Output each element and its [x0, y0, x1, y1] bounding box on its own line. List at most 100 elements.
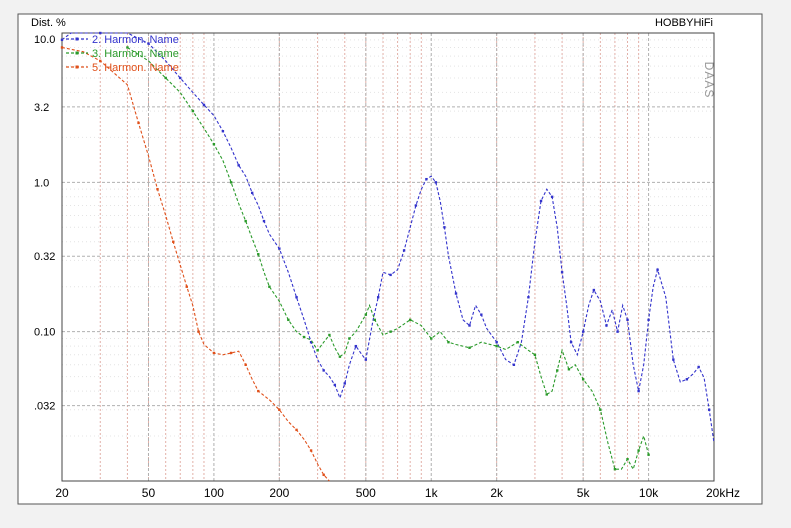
series-point	[454, 292, 458, 295]
series-point	[545, 393, 548, 396]
series-point	[516, 341, 519, 344]
series-point	[287, 318, 290, 322]
x-tick-label: 5k	[577, 486, 591, 500]
series-point	[707, 408, 711, 411]
series-point	[495, 344, 498, 348]
series-point	[402, 249, 406, 252]
x-tick-label: 2k	[490, 486, 504, 500]
series-point	[257, 389, 260, 393]
chart-panel	[17, 13, 763, 505]
watermark: DAAS	[702, 62, 716, 99]
series-point	[599, 408, 602, 411]
series-point	[229, 351, 233, 355]
x-tick-label: 20	[55, 486, 69, 500]
series-point	[616, 330, 619, 333]
series-point	[581, 330, 585, 333]
series-point	[278, 408, 281, 411]
series-point	[348, 337, 351, 340]
series-point	[179, 76, 182, 80]
legend-marker	[75, 51, 79, 55]
series-point	[202, 103, 206, 107]
y-tick-label: .032	[34, 401, 55, 413]
y-tick-label: 3.2	[34, 102, 49, 114]
series-point	[364, 358, 368, 361]
x-tick-label: 100	[204, 486, 224, 500]
y-tick-label: 0.10	[34, 327, 55, 339]
series-point	[605, 324, 608, 327]
series-lines	[60, 31, 715, 482]
x-tick-labels: 20 50 100 200 500 1k 2k 5k 10k 20kHz	[55, 486, 740, 500]
series-point	[244, 219, 247, 223]
series-point	[237, 164, 240, 167]
series-point	[221, 129, 225, 133]
legend-marker	[75, 65, 79, 69]
y-axis-label: Dist. %	[31, 17, 66, 29]
series-point	[533, 353, 537, 356]
series-point	[468, 324, 471, 327]
legend-label: 5. Harmon. Name	[92, 62, 179, 74]
series-point	[126, 46, 129, 49]
plot-border	[61, 32, 715, 482]
y-tick-label: 10.0	[34, 34, 55, 46]
series-point	[569, 341, 573, 344]
minor-gridlines	[62, 33, 714, 481]
series-point	[592, 288, 596, 292]
series-point	[468, 346, 471, 349]
series-point	[364, 313, 368, 316]
series-point	[434, 181, 438, 184]
series-point	[389, 330, 392, 333]
series-point	[697, 365, 700, 369]
series-point	[262, 219, 266, 223]
series-point	[550, 195, 554, 199]
series-point	[250, 191, 254, 195]
series-point	[328, 333, 331, 337]
series-point	[373, 318, 377, 322]
series-point	[512, 363, 516, 366]
series-point	[480, 313, 483, 316]
series-point	[447, 341, 450, 344]
legend: 2. Harmon. Name 3. Harmon. Name 5. Harmon.…	[66, 34, 179, 74]
y-tick-label: 1.0	[34, 177, 49, 189]
series-point	[626, 318, 629, 322]
series-point	[302, 335, 306, 339]
series-point	[257, 253, 260, 256]
series-point	[539, 199, 543, 203]
y-tick-label: 0.32	[34, 251, 55, 263]
x-tick-label: 50	[142, 486, 156, 500]
series-point	[647, 318, 650, 322]
y-tick-labels: 10.0 3.2 1.0 0.32 0.10 .032	[34, 34, 55, 413]
x-tick-label: 200	[269, 486, 289, 500]
series-point	[164, 76, 167, 80]
legend-marker	[75, 37, 79, 41]
series-point	[137, 121, 140, 125]
series-point	[656, 268, 659, 271]
series-point	[244, 363, 247, 366]
series-point	[229, 181, 233, 184]
series-point	[637, 389, 640, 393]
legend-label: 2. Harmon. Name	[92, 34, 179, 46]
series-point	[333, 383, 337, 387]
series-point	[408, 318, 412, 322]
series-line-3	[61, 46, 330, 482]
series-point	[156, 187, 159, 191]
series-point	[672, 358, 675, 361]
series-point	[626, 457, 629, 461]
series-point	[172, 240, 175, 243]
series-point	[389, 273, 392, 277]
series-point	[556, 369, 559, 372]
series-point	[316, 349, 319, 352]
series-point	[99, 59, 102, 63]
series-point	[338, 355, 342, 358]
series-point	[197, 330, 200, 333]
series-point	[185, 285, 188, 288]
series-point	[309, 341, 313, 344]
series-point	[376, 296, 380, 299]
series-point	[354, 344, 358, 348]
series-point	[425, 177, 428, 181]
series-point	[309, 449, 313, 452]
series-point	[60, 46, 64, 49]
series-point	[567, 368, 571, 371]
series-point	[295, 428, 298, 432]
series-point	[191, 109, 195, 113]
